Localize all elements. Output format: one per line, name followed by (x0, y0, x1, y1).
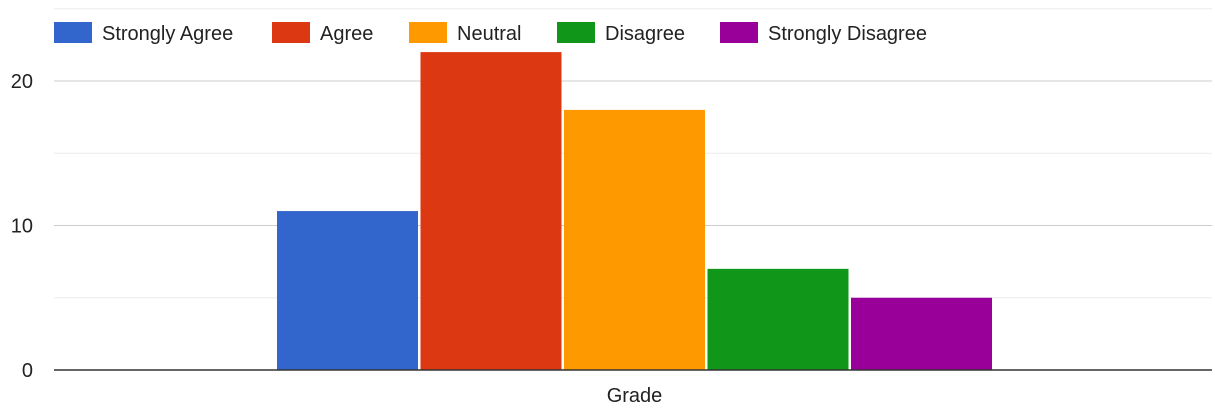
bar-agree (420, 52, 562, 370)
legend-swatch (272, 22, 310, 43)
legend-swatch (557, 22, 595, 43)
legend-item-agree[interactable]: Agree (272, 22, 373, 45)
legend-label: Agree (320, 23, 373, 45)
x-tick-label: Grade (607, 385, 663, 407)
chart-legend: Strongly Agree Agree Neutral Disagree Strong… (54, 22, 927, 45)
legend-item-strongly-disagree[interactable]: Strongly Disagree (720, 22, 927, 45)
bars-group (277, 52, 992, 371)
legend-label: Strongly Disagree (768, 23, 927, 45)
bar-strongly-agree (277, 211, 418, 370)
legend-item-disagree[interactable]: Disagree (557, 22, 685, 45)
x-axis: Grade (54, 369, 1212, 407)
bar-disagree (707, 268, 849, 370)
legend-label: Disagree (605, 23, 685, 45)
legend-swatch (720, 22, 758, 43)
y-axis: 0 10 20 (11, 71, 33, 382)
bar-neutral (564, 109, 705, 371)
y-tick-label: 10 (11, 216, 33, 238)
legend-item-strongly-agree[interactable]: Strongly Agree (54, 22, 233, 45)
y-tick-label: 20 (11, 71, 33, 93)
y-tick-label: 0 (22, 360, 33, 382)
bar-strongly-disagree (851, 297, 992, 370)
legend-swatch (409, 22, 447, 43)
legend-label: Strongly Agree (102, 23, 233, 45)
legend-label: Neutral (457, 23, 521, 45)
legend-item-neutral[interactable]: Neutral (409, 22, 521, 45)
legend-swatch (54, 22, 92, 43)
